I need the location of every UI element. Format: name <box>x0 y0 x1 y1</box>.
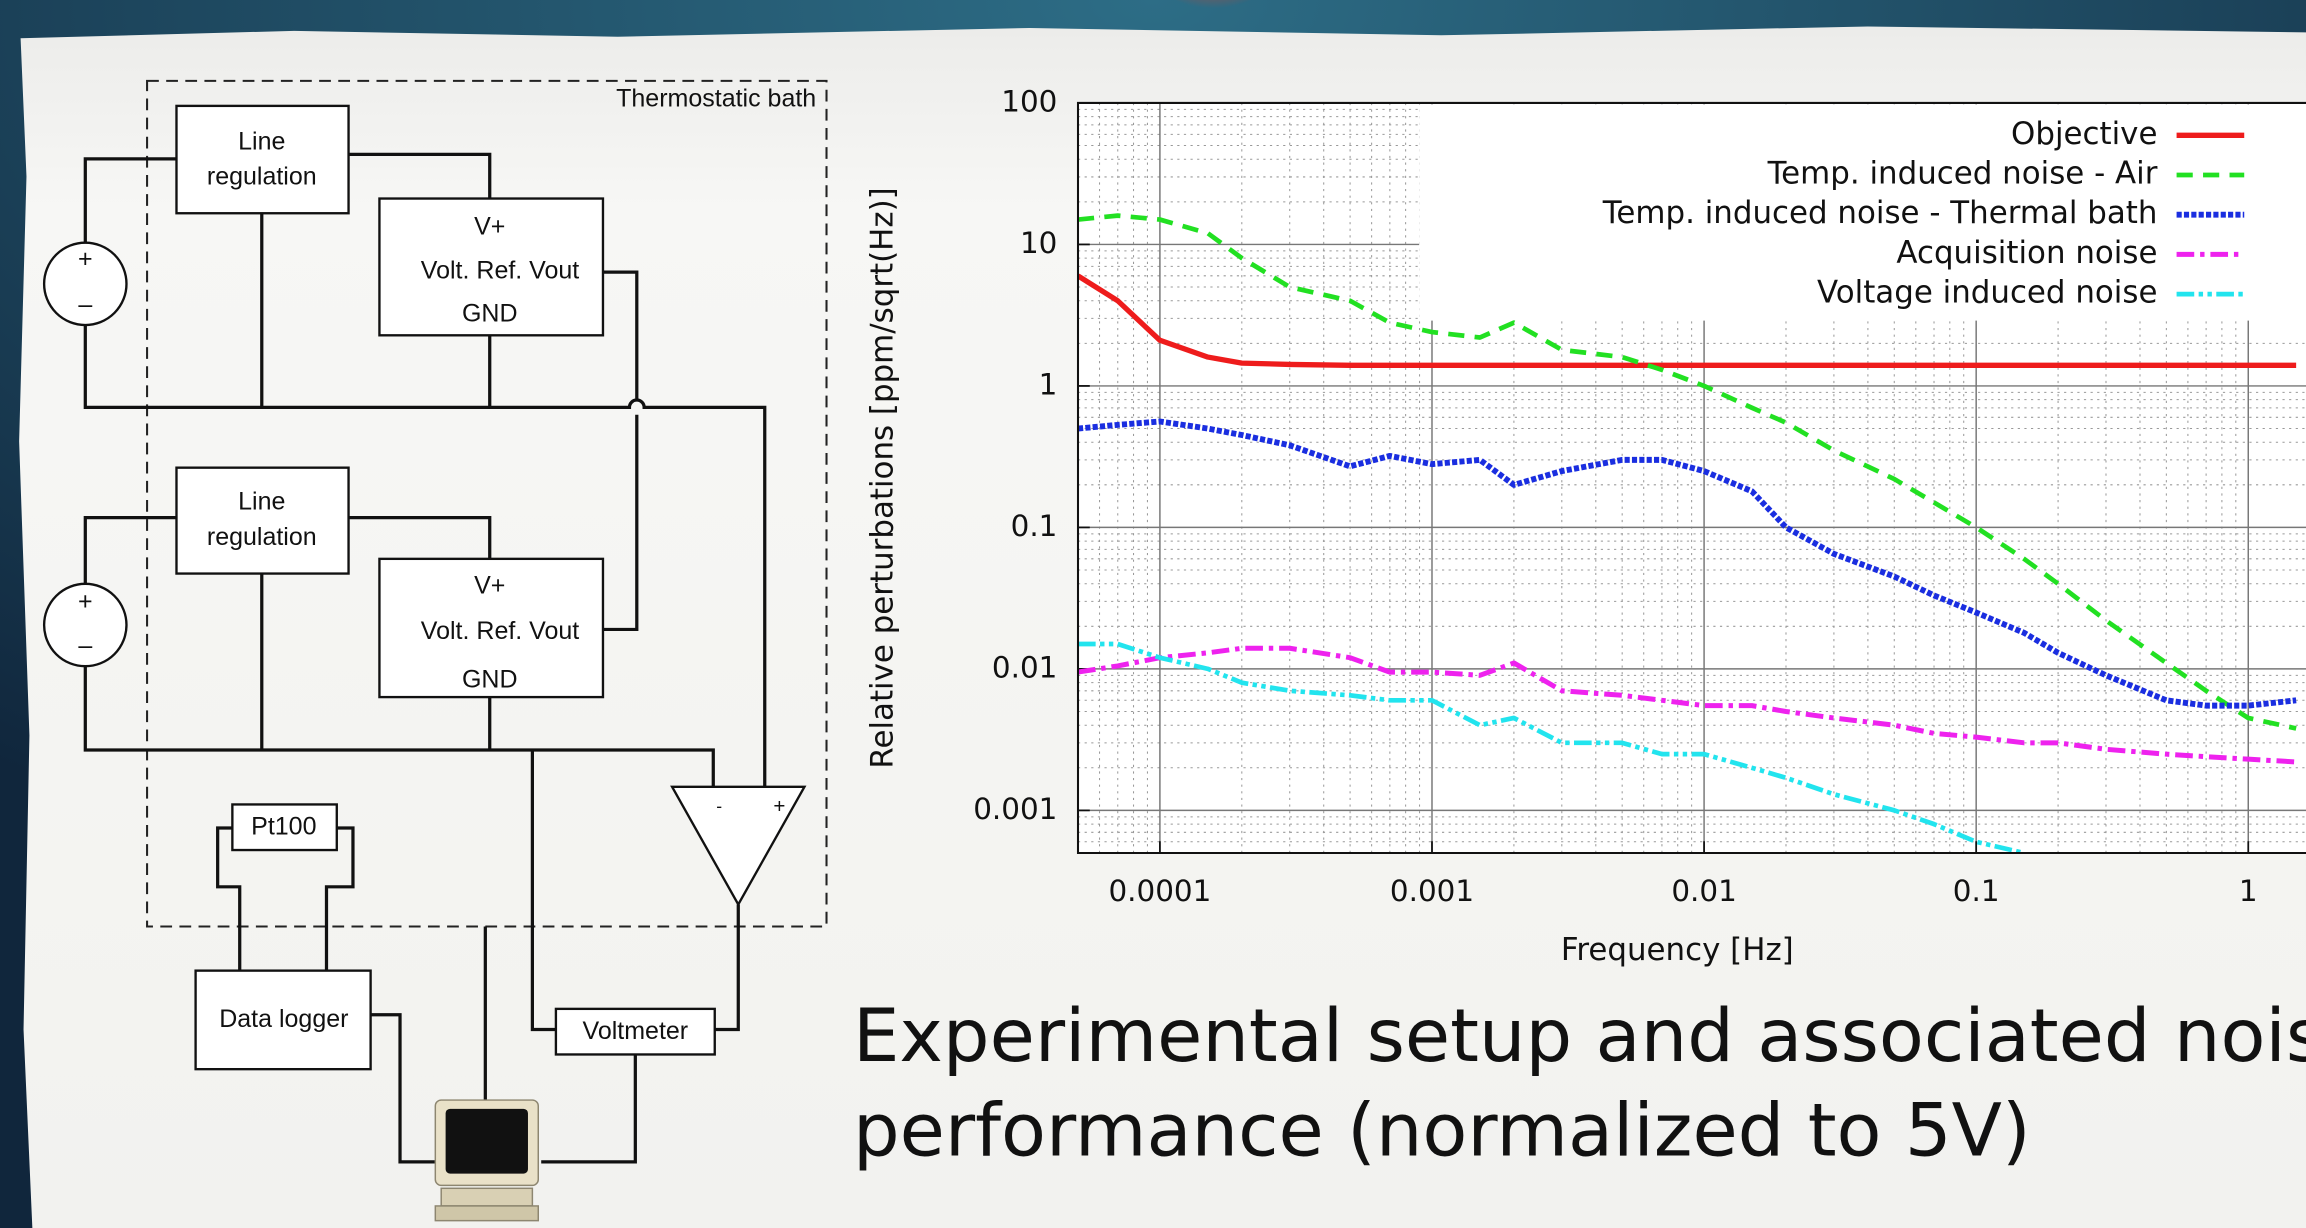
y-tick-label: 100 <box>1001 84 1057 118</box>
source-sign: – <box>78 291 92 319</box>
line-regulation-block <box>175 104 350 215</box>
amplifier-sign: - <box>716 796 722 816</box>
block-label: GND <box>462 666 518 694</box>
series-lines <box>1077 213 2297 853</box>
block-label: Data logger <box>219 1005 348 1033</box>
amplifier <box>670 785 807 907</box>
amplifier-sign: + <box>773 795 785 818</box>
y-tick-label: 1 <box>1039 367 1058 401</box>
block-label: V+ <box>474 213 505 241</box>
source-sign: – <box>78 632 92 660</box>
block-label: Line <box>238 127 285 155</box>
x-tick-label: 0.001 <box>1390 874 1474 908</box>
line-regulation-block <box>175 466 350 575</box>
block-label: Volt. Ref. Vout <box>421 257 579 285</box>
series-line <box>1077 645 2297 765</box>
series-line <box>1077 641 2025 853</box>
x-axis-label: Frequency [Hz] <box>1561 932 1794 968</box>
bath-label: Thermostatic bath <box>616 85 816 113</box>
legend-label: Objective <box>2011 116 2157 152</box>
y-tick-label: 0.01 <box>992 650 1057 684</box>
x-tick-label: 0.1 <box>1953 874 2000 908</box>
voltage-source <box>42 241 128 327</box>
block-label: regulation <box>207 163 317 191</box>
block-label: regulation <box>207 523 317 551</box>
x-tick-label: 0.01 <box>1671 874 1736 908</box>
source-sign: + <box>78 588 93 616</box>
block-label: Voltmeter <box>583 1017 689 1045</box>
legend-label: Temp. induced noise - Air <box>1767 156 2158 192</box>
block-label: Line <box>238 488 285 516</box>
y-tick-label: 10 <box>1020 226 1057 260</box>
voltage-source <box>42 582 128 668</box>
block-label: GND <box>462 299 518 327</box>
legend-label: Temp. induced noise - Thermal bath <box>1602 195 2158 231</box>
data-logger-block <box>194 969 372 1071</box>
wires <box>83 152 767 1164</box>
block-label: Volt. Ref. Vout <box>421 617 579 645</box>
voltage-reference-block <box>378 557 605 699</box>
noise-chart: 0.0001 0.001 0.01 0.1 1 0.001 0.01 0.1 1 10 100 Obj… <box>864 84 2306 968</box>
legend-label: Acquisition noise <box>1896 235 2157 271</box>
legend-label: Voltage induced noise <box>1817 275 2157 311</box>
caption: Experimental setup and associated noise <box>853 994 2306 1079</box>
series-line <box>1077 273 2297 368</box>
y-axis-label: Relative perturbations [ppm/sqrt(Hz)] <box>864 187 900 768</box>
x-tick-label: 1 <box>2239 874 2258 908</box>
series-line <box>1077 418 2297 709</box>
block-label: Pt100 <box>251 813 316 841</box>
y-tick-label: 0.001 <box>973 792 1057 826</box>
series-line <box>1077 213 2297 731</box>
computer-icon <box>434 1099 539 1222</box>
caption: performance (normalized to 5V) <box>853 1088 2031 1173</box>
setup-diagram: Thermostatic bath + – + – Line regulatio… <box>42 79 828 1222</box>
legend-box <box>1419 104 2306 321</box>
y-tick-label: 0.1 <box>1011 509 1058 543</box>
block-label: V+ <box>474 571 505 599</box>
sensor-block <box>231 803 338 852</box>
x-tick-label: 0.0001 <box>1108 874 1211 908</box>
source-sign: + <box>78 245 93 273</box>
axis-frame <box>1076 101 2306 855</box>
voltmeter-block <box>554 1007 716 1056</box>
voltage-reference-block <box>378 197 605 337</box>
